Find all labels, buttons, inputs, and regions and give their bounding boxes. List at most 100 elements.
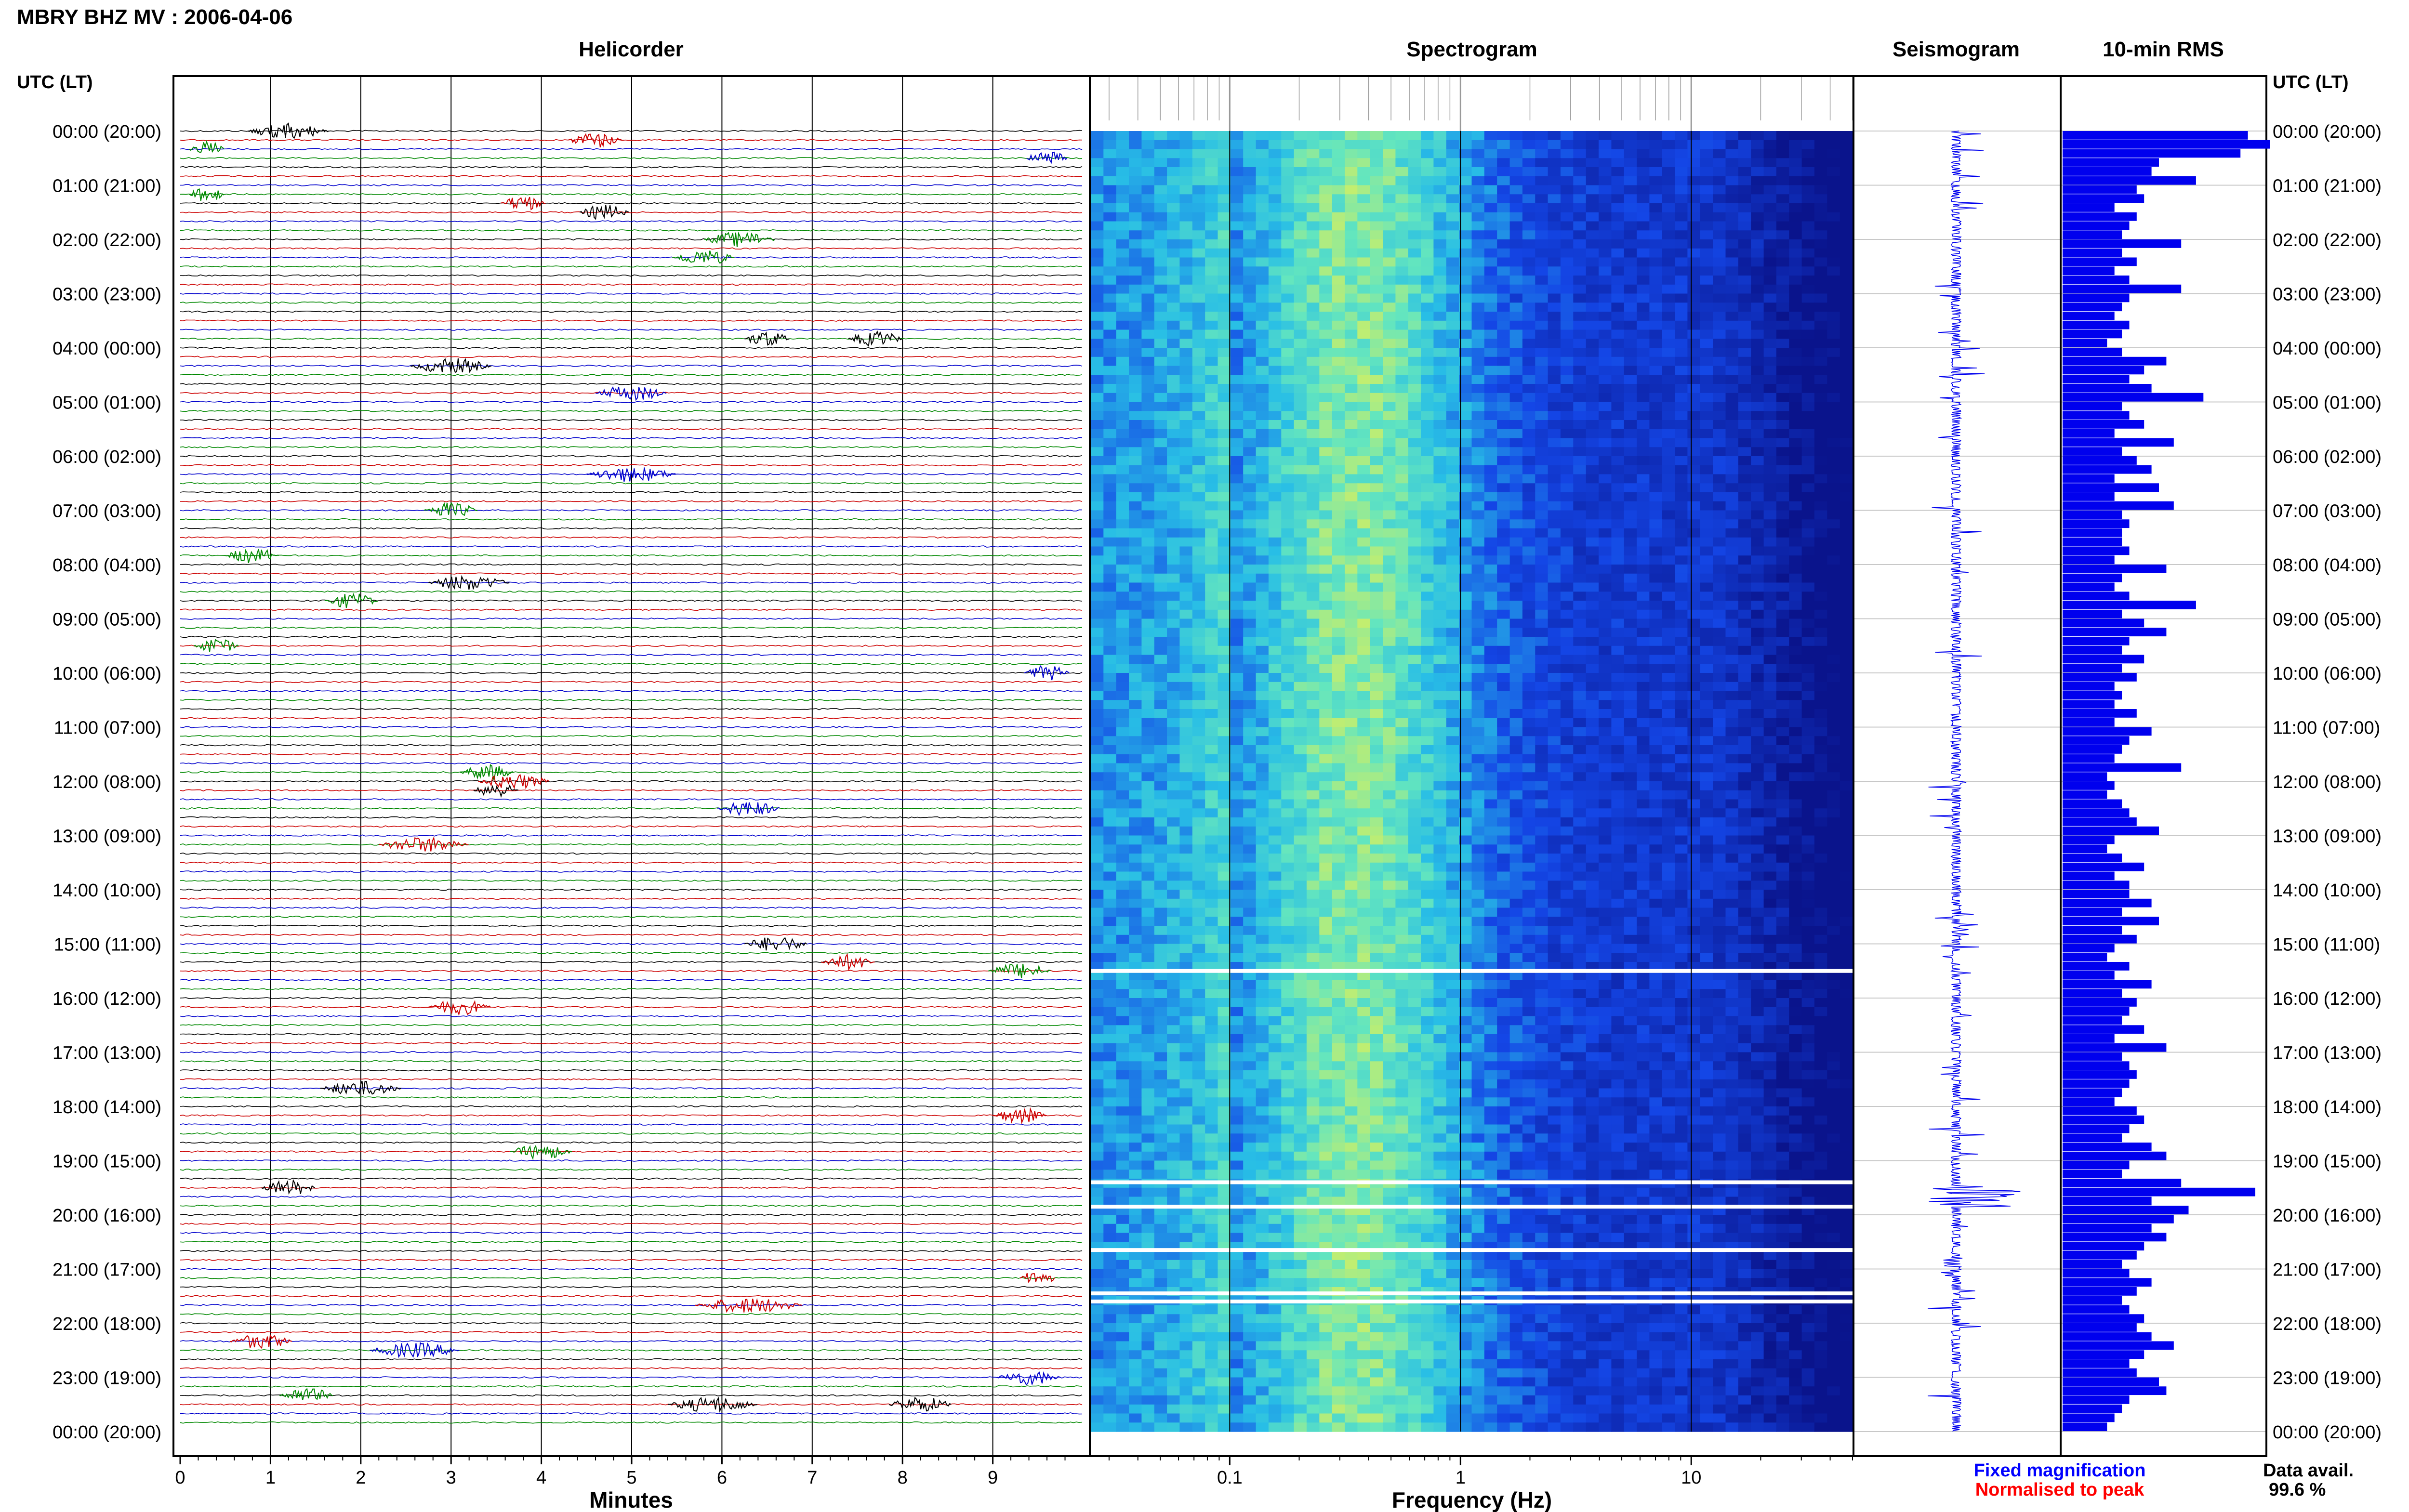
spectrogram-cell [1319,348,1333,357]
spectrogram-cell [1154,465,1167,475]
spectrogram-cell [1332,700,1345,710]
spectrogram-cell [1662,257,1675,267]
spectrogram-cell [1294,637,1307,646]
helicorder-trace [180,346,1083,349]
spectrogram-cell [1091,393,1104,403]
spectrogram-cell [1599,790,1612,800]
spectrogram-cell [1433,375,1447,384]
spectrogram-cell [1840,682,1853,692]
spectrogram-cell [1167,565,1180,574]
spectrogram-cell [1306,655,1320,664]
helicorder-event [225,549,279,564]
spectrogram-cell [1319,655,1333,664]
spectrogram-cell [1624,745,1637,755]
spectrogram-cell [1167,438,1180,447]
spectrogram-cell [1801,519,1815,529]
spectrogram-cell [1471,727,1485,736]
spectrogram-cell [1535,212,1549,222]
spectrogram-cell [1091,348,1104,357]
spectrogram-cell [1192,637,1205,646]
spectrogram-cell [1179,140,1193,150]
spectrogram-cell [1687,628,1701,637]
spectrogram-cell [1268,140,1282,150]
spectrogram-cell [1332,691,1345,700]
spectrogram-cell [1167,781,1180,791]
spectrogram-cell [1370,592,1383,601]
spectrogram-cell [1776,609,1789,619]
spectrogram-cell [1205,276,1218,285]
helicorder-trace [180,1132,1083,1135]
spectrogram-cell [1091,817,1104,827]
spectrogram-cell [1218,284,1231,294]
spectrogram-cell [1522,817,1535,827]
spectrogram-cell [1649,474,1663,484]
spectrogram-cell [1319,429,1333,439]
spectrogram-cell [1345,637,1358,646]
spectrogram-cell [1776,736,1789,746]
spectrogram-cell [1243,221,1257,231]
spectrogram-cell [1637,601,1650,610]
spectrogram-cell [1281,817,1295,827]
spectrogram-cell [1738,393,1751,403]
spectrogram-cell [1281,700,1295,710]
spectrogram-cell [1675,718,1688,728]
spectrogram-cell [1179,248,1193,258]
spectrogram-cell [1395,736,1409,746]
spectrogram-cell [1370,447,1383,457]
helicorder-event [1026,151,1068,164]
spectrogram-cell [1091,212,1104,222]
spectrogram-cell [1370,131,1383,141]
spectrogram-cell [1332,546,1345,556]
spectrogram-cell [1459,356,1472,367]
spectrogram-cell [1421,781,1434,791]
spectrogram-cell [1700,528,1713,538]
spectrogram-cell [1789,754,1802,764]
spectrogram-cell [1776,302,1789,312]
spectrogram-cell [1395,438,1409,447]
spectrogram-cell [1294,772,1307,782]
spectrogram-cell [1649,420,1663,430]
spectrogram-cell [1637,320,1650,330]
spectrogram-cell [1801,501,1815,511]
spectrogram-cell [1129,817,1142,827]
helicorder-trace [180,1358,1083,1361]
spectrogram-cell [1116,320,1129,330]
spectrogram-cell [1306,790,1320,800]
spectrogram-cell [1599,754,1612,764]
spectrogram-cell [1751,302,1764,312]
spectrogram-cell [1509,167,1523,177]
spectrogram-cell [1535,393,1549,403]
spectrogram-cell [1509,799,1523,809]
spectrogram-cell [1218,456,1231,466]
spectrogram-cell [1103,447,1117,457]
spectrogram-cell [1141,565,1155,574]
helicorder-event [428,1000,491,1016]
spectrogram-cell [1586,140,1599,150]
spectrogram-cell [1218,618,1231,628]
spectrogram-cell [1256,826,1269,836]
spectrogram-cell [1827,565,1840,574]
spectrogram-cell [1433,176,1447,186]
spectrogram-cell [1395,510,1409,520]
spectrogram-cell [1725,628,1739,637]
spectrogram-cell [1141,790,1155,800]
spectrogram-cell [1103,546,1117,556]
spectrogram-cell [1129,257,1142,267]
spectrogram-cell [1675,691,1688,700]
spectrogram-cell [1827,158,1840,168]
spectrogram-cell [1738,320,1751,330]
spectrogram-cell [1268,618,1282,628]
spectrogram-cell [1522,673,1535,683]
spectrogram-cell [1370,537,1383,547]
spectrogram-cell [1814,212,1827,222]
spectrogram-cell [1433,257,1447,267]
spectrogram-cell [1179,384,1193,394]
spectrogram-cell [1776,700,1789,710]
spectrogram-cell [1433,817,1447,827]
spectrogram-cell [1522,302,1535,312]
spectrogram-cell [1725,682,1739,692]
spectrogram-cell [1294,320,1307,330]
spectrogram-cell [1840,167,1853,177]
spectrogram-cell [1256,501,1269,511]
spectrogram-cell [1306,194,1320,204]
